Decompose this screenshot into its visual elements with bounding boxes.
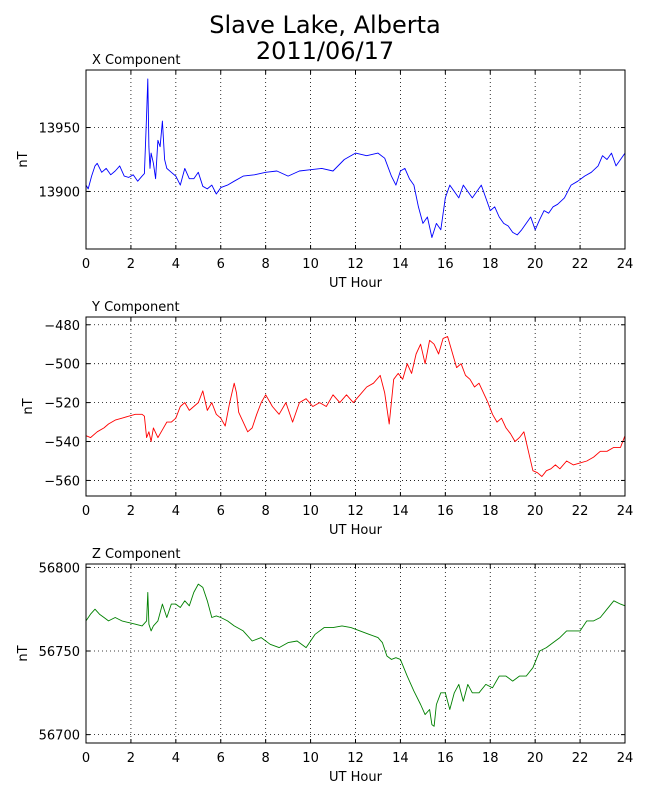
- x-axis-label: UT Hour: [329, 523, 383, 538]
- y-tick-label: 13950: [39, 122, 80, 137]
- x-tick-label: 20: [527, 751, 544, 766]
- x-tick-label: 16: [437, 751, 454, 766]
- x-tick-label: 16: [437, 257, 454, 272]
- z-component-title: Z Component: [92, 547, 181, 562]
- y-axis-label: nT: [16, 151, 31, 167]
- y-series-line: [85, 336, 626, 477]
- x-tick-label: 12: [347, 257, 364, 272]
- y-axis-label: nT: [21, 398, 36, 414]
- y-component-title: Y Component: [91, 300, 180, 315]
- x-tick-label: 16: [437, 504, 454, 519]
- x-tick-label: 6: [217, 257, 225, 272]
- panel-y: 0 2 4 6 8 10 12 14 16 18 20 22 24−480−500−520−540−56…: [21, 300, 633, 538]
- y-tick-label: 56700: [39, 729, 80, 744]
- chart-title-date: 2011/06/17: [255, 37, 395, 65]
- x-tick-label: 14: [392, 751, 409, 766]
- x-tick-label: 6: [217, 504, 225, 519]
- x-axis-label: UT Hour: [329, 276, 383, 291]
- x-tick-label: 20: [527, 504, 544, 519]
- x-tick-label: 14: [392, 504, 409, 519]
- y-tick-label: −500: [44, 358, 80, 373]
- x-series-line: [85, 78, 626, 238]
- x-tick-label: 18: [482, 751, 499, 766]
- x-tick-label: 14: [392, 257, 409, 272]
- chart-title-location: Slave Lake, Alberta: [209, 11, 441, 39]
- x-tick-label: 20: [527, 257, 544, 272]
- x-tick-label: 0: [82, 751, 90, 766]
- y-tick-label: −560: [44, 474, 80, 489]
- x-axis-label: UT Hour: [329, 770, 383, 785]
- x-tick-label: 8: [262, 751, 270, 766]
- x-tick-label: 4: [172, 504, 180, 519]
- x-tick-label: 24: [617, 504, 634, 519]
- x-tick-label: 10: [302, 751, 319, 766]
- x-tick-label: 2: [127, 751, 135, 766]
- x-tick-label: 22: [572, 257, 589, 272]
- y-axis-label: nT: [16, 645, 31, 661]
- x-tick-label: 12: [347, 504, 364, 519]
- x-component-title: X Component: [92, 53, 181, 68]
- x-tick-label: 4: [172, 257, 180, 272]
- x-tick-label: 8: [262, 504, 270, 519]
- x-tick-label: 18: [482, 257, 499, 272]
- x-tick-label: 6: [217, 751, 225, 766]
- y-tick-label: −480: [44, 319, 80, 334]
- x-tick-label: 18: [482, 504, 499, 519]
- y-tick-label: −520: [44, 397, 80, 412]
- z-series-line: [85, 583, 626, 727]
- x-tick-label: 0: [82, 504, 90, 519]
- x-tick-label: 2: [127, 504, 135, 519]
- x-tick-label: 22: [572, 751, 589, 766]
- x-tick-label: 4: [172, 751, 180, 766]
- y-tick-label: 56800: [39, 561, 80, 576]
- x-tick-label: 22: [572, 504, 589, 519]
- x-tick-label: 2: [127, 257, 135, 272]
- x-tick-label: 10: [302, 504, 319, 519]
- y-tick-label: 13900: [39, 185, 80, 200]
- x-tick-label: 0: [82, 257, 90, 272]
- x-tick-label: 8: [262, 257, 270, 272]
- y-tick-label: 56750: [39, 645, 80, 660]
- x-tick-label: 24: [617, 257, 634, 272]
- x-tick-label: 10: [302, 257, 319, 272]
- y-tick-label: −540: [44, 436, 80, 451]
- x-tick-label: 24: [617, 751, 634, 766]
- x-tick-label: 12: [347, 751, 364, 766]
